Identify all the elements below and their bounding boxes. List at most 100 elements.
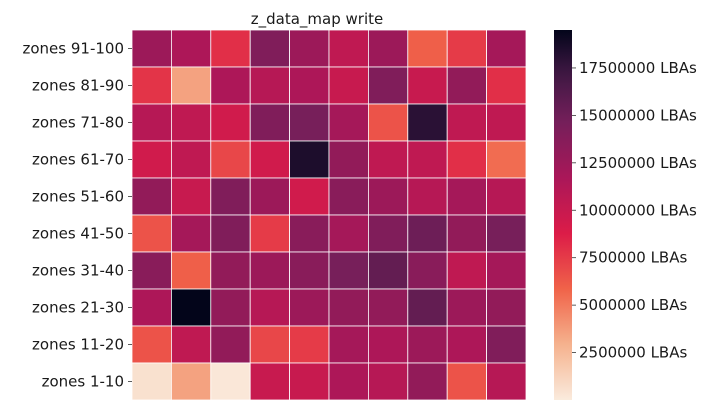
chart-title: z_data_map write [251,10,383,29]
heatmap-cell [328,29,369,68]
heatmap-cell [446,177,488,216]
heatmap-cell [170,325,212,364]
heatmap-cell [170,362,212,401]
heatmap-cell [131,66,172,105]
heatmap-cell [407,140,448,179]
heatmap-cell [289,66,330,105]
heatmap-cell [446,288,488,327]
heatmap-cell [486,325,527,364]
colorbar-tick-label: 10000000 LBAs [579,201,697,219]
heatmap-cell [407,251,448,290]
heatmap-cell [328,362,369,401]
heatmap-cell [249,140,290,179]
heatmap-cell [367,103,409,142]
heatmap-cell [131,251,172,290]
heatmap-cell [289,214,330,253]
heatmap-cell [131,214,172,253]
heatmap-cell [170,251,212,290]
heatmap-cell [289,362,330,401]
heatmap-cell [446,103,488,142]
heatmap-cell [407,325,448,364]
colorbar-tick-label: 2500000 LBAs [579,344,687,362]
heatmap-cell [131,29,172,68]
heatmap-cell [367,140,409,179]
heatmap-cell [249,362,290,401]
heatmap-cell [328,103,369,142]
heatmap-cell [407,103,448,142]
heatmap-cell [367,251,409,290]
heatmap-cell [486,177,527,216]
heatmap-cell [486,362,527,401]
heatmap-cell [328,140,369,179]
heatmap-cell [367,177,409,216]
heatmap-cell [486,103,527,142]
row-label: zones 61-70 [32,151,124,169]
heatmap-cell [446,140,488,179]
colorbar-tick-label: 7500000 LBAs [579,249,687,267]
heatmap-cell [131,325,172,364]
heatmap-cell [170,140,212,179]
heatmap-cell [210,177,251,216]
heatmap-cell [170,214,212,253]
heatmap-cell [131,177,172,216]
heatmap-cell [446,362,488,401]
heatmap-cell [446,66,488,105]
heatmap-cell [249,177,290,216]
colorbar-tick-label: 12500000 LBAs [579,154,697,172]
heatmap-cell [289,29,330,68]
row-labels: zones 91-100 zones 81-90 zones 71-80 zones … [23,40,132,391]
heatmap-cell [170,288,212,327]
heatmap-cell [210,251,251,290]
heatmap-cell [367,29,409,68]
heatmap-cell [446,214,488,253]
colorbar-tick-label: 5000000 LBAs [579,296,687,314]
heatmap-cell [249,251,290,290]
heatmap-cell [289,177,330,216]
heatmap-cell [486,288,527,327]
row-label: zones 51-60 [32,188,124,206]
heatmap-cell [407,288,448,327]
heatmap-cell [289,140,330,179]
heatmap-cell [210,103,251,142]
row-label: zones 21-30 [32,299,124,317]
heatmap-cell [486,140,527,179]
heatmap-cell [367,288,409,327]
colorbar-ticks: 2500000 LBAs 5000000 LBAs 7500000 LBAs 1000… [572,59,697,362]
heatmap-cell [170,66,212,105]
heatmap-cell [328,288,369,327]
heatmap-cell [367,325,409,364]
heatmap-cell [210,288,251,327]
heatmap-cell [446,29,488,68]
heatmap-cell [486,251,527,290]
row-label: zones 11-20 [32,336,124,354]
colorbar [554,30,572,400]
row-label: zones 81-90 [32,77,124,95]
heatmap-cell [446,325,488,364]
heatmap-cell [210,325,251,364]
heatmap-cell [249,103,290,142]
heatmap-cell [328,214,369,253]
heatmap-cell [170,103,212,142]
heatmap-cell [210,66,251,105]
heatmap-cell [328,66,369,105]
heatmap-cell [328,251,369,290]
heatmap-cell [407,29,448,68]
heatmap-cell [249,214,290,253]
heatmap-cell [289,288,330,327]
heatmap-cell [131,362,172,401]
row-label: zones 31-40 [32,262,124,280]
heatmap-cell [486,214,527,253]
heatmap-cell [210,140,251,179]
heatmap-cell [131,140,172,179]
heatmap-cell [289,325,330,364]
heatmap-cell [170,29,212,68]
heatmap-cell [407,362,448,401]
heatmap-cell [289,251,330,290]
heatmap-cell [328,325,369,364]
row-label: zones 1-10 [42,373,124,391]
colorbar-tick-label: 15000000 LBAs [579,106,697,124]
row-label: zones 41-50 [32,225,124,243]
heatmap-cell [131,103,172,142]
heatmap-cell [249,66,290,105]
